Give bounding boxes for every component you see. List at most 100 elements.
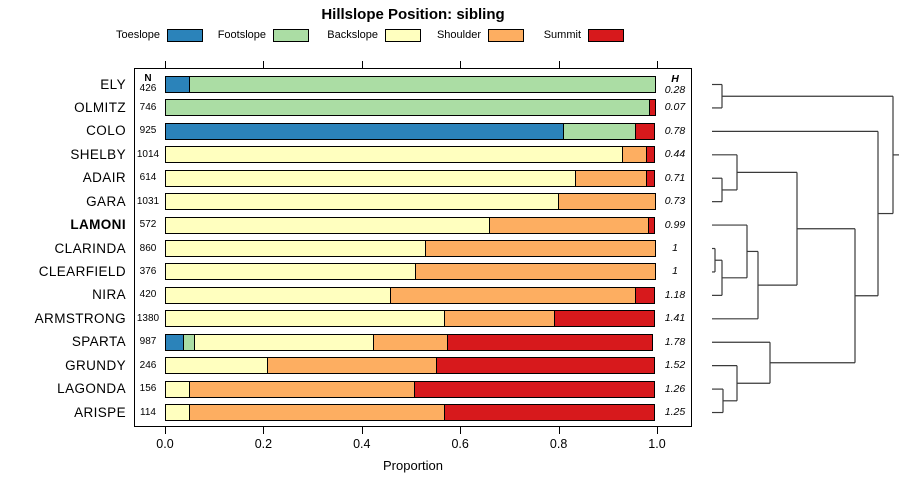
axis-tick-top <box>165 61 166 68</box>
bar-row <box>165 357 657 375</box>
bar-segment-backslope <box>165 263 416 281</box>
n-value: 925 <box>139 125 157 137</box>
axis-tick-top <box>558 61 560 68</box>
h-value: 1 <box>672 242 678 254</box>
category-label: GARA <box>86 193 126 209</box>
h-value: 1 <box>672 265 678 278</box>
bar-segment-backslope <box>165 380 190 398</box>
legend-item: Toeslope <box>37 27 203 43</box>
bar-segment-toeslope <box>165 122 564 140</box>
legend-swatch <box>167 28 203 42</box>
legend-label: Footslope <box>217 29 266 41</box>
bar-segment-summit <box>646 169 655 187</box>
n-column-header: N <box>144 72 152 84</box>
h-value: 0.71 <box>664 171 686 184</box>
bar-segment-footslope <box>165 99 650 117</box>
legend-item: Shoulder <box>358 27 524 43</box>
bar-segment-backslope <box>194 333 375 351</box>
n-value: 614 <box>139 172 157 184</box>
bar-segment-shoulder <box>574 169 648 187</box>
bar-segment-shoulder <box>414 263 656 281</box>
h-value: 0.99 <box>664 218 686 231</box>
bar-segment-summit <box>554 310 655 328</box>
bar-segment-shoulder <box>488 216 650 234</box>
legend-item: Summit <box>458 27 624 43</box>
bar-segment-backslope <box>165 286 392 304</box>
n-value: 572 <box>139 219 157 231</box>
bar-row <box>165 310 657 328</box>
bar-segment-backslope <box>165 146 623 164</box>
bar-segment-backslope <box>165 193 559 211</box>
n-value: 376 <box>139 265 157 277</box>
bar-row <box>165 404 657 422</box>
bar-segment-shoulder <box>557 193 656 211</box>
bar-segment-shoulder <box>188 380 415 398</box>
n-value: 114 <box>140 406 156 418</box>
bar-segment-summit <box>648 99 656 117</box>
axis-tick-label: 0.6 <box>451 437 469 451</box>
h-value: 1.25 <box>664 406 686 419</box>
bar-row <box>165 263 657 281</box>
legend-label: Backslope <box>327 29 378 41</box>
h-column-header: H <box>671 72 679 85</box>
axis-tick-label: 1.0 <box>648 437 666 451</box>
bar-segment-summit <box>635 286 655 304</box>
category-label: ARMSTRONG <box>34 310 126 326</box>
h-value-text: 0.28 <box>664 83 686 96</box>
category-label: LAMONI <box>70 217 126 233</box>
bar-segment-summit <box>436 357 655 375</box>
bar-segment-toeslope <box>165 76 190 93</box>
axis-tick-bottom <box>361 427 363 434</box>
category-label: SHELBY <box>70 146 126 162</box>
bar-segment-footslope <box>562 122 637 140</box>
n-value: 156 <box>139 383 157 395</box>
bar-segment-shoulder <box>390 286 637 304</box>
n-value-text: 426 <box>139 83 157 94</box>
bar-segment-shoulder <box>373 333 448 351</box>
axis-tick-label: 0.8 <box>549 437 568 451</box>
axis-tick-bottom <box>460 427 462 434</box>
bar-segment-backslope <box>165 404 191 422</box>
bar-segment-shoulder <box>189 404 445 422</box>
axis-tick-bottom <box>657 427 658 434</box>
bar-segment-shoulder <box>267 357 438 375</box>
axis-tick-top <box>263 61 265 68</box>
bar-segment-summit <box>635 122 655 140</box>
bar-segment-summit <box>446 333 653 351</box>
bar-segment-shoulder <box>424 240 656 257</box>
legend-item: Backslope <box>255 27 421 43</box>
bar-segment-summit <box>443 404 655 422</box>
category-label: ARISPE <box>74 404 126 420</box>
axis-tick-label: 0.2 <box>254 437 273 451</box>
category-label: ELY <box>100 76 126 92</box>
n-value: N 426 <box>132 72 164 95</box>
n-value: 860 <box>139 242 157 254</box>
bar-row <box>165 333 657 351</box>
category-label: OLMITZ <box>74 99 126 115</box>
bar-segment-shoulder <box>444 310 556 328</box>
legend-label: Shoulder <box>436 29 481 41</box>
legend-swatch <box>385 28 421 42</box>
bar-row <box>165 99 657 117</box>
bar-row <box>165 146 657 164</box>
axis-tick-top <box>460 61 462 68</box>
h-value: 1.78 <box>664 335 686 348</box>
axis-tick-label: 0.4 <box>353 437 371 451</box>
bar-segment-toeslope <box>165 333 185 351</box>
plot-frame <box>134 68 692 427</box>
bar-segment-footslope <box>188 76 656 93</box>
h-value: 0.44 <box>664 148 686 161</box>
bar-segment-summit <box>648 216 655 234</box>
bar-row <box>165 76 657 93</box>
chart-title: Hillslope Position: sibling <box>321 6 505 23</box>
bar-row <box>165 286 657 304</box>
bar-segment-backslope <box>165 310 446 328</box>
h-value: 1.41 <box>664 312 686 325</box>
n-value: 987 <box>139 336 157 348</box>
axis-tick-top <box>657 61 658 68</box>
category-label: GRUNDY <box>65 357 126 373</box>
axis-tick-bottom <box>165 427 166 434</box>
bar-segment-backslope <box>165 240 426 257</box>
bar-segment-summit <box>413 380 655 398</box>
